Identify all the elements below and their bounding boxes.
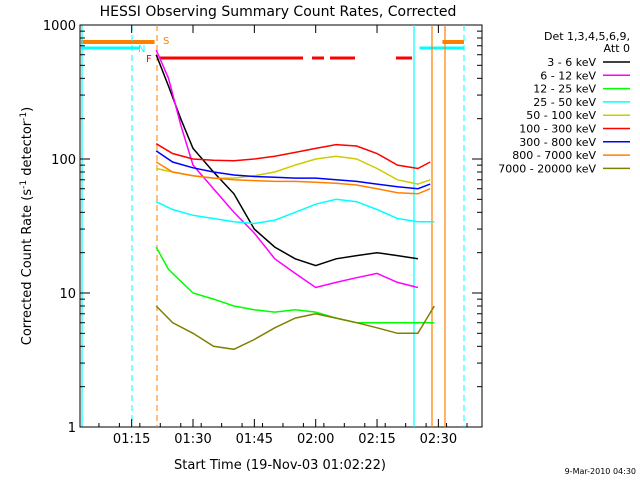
y-axis-label: Corrected Count Rate (s-1 detector-1) xyxy=(19,107,35,345)
y-label-mid: detector xyxy=(20,120,35,180)
series-line-8 xyxy=(155,305,435,351)
legend-label-4: 50 - 100 keV xyxy=(526,109,596,122)
legend-label-8: 7000 - 20000 keV xyxy=(498,162,596,175)
x-tick-label: 01:30 xyxy=(174,432,211,447)
legend-header-2: Att 0 xyxy=(604,42,630,55)
series-line-7 xyxy=(155,161,431,195)
y-label-end: ) xyxy=(20,107,35,112)
y-tick-label: 10 xyxy=(59,287,76,302)
flag-label-n: N xyxy=(138,44,145,55)
series-layer xyxy=(155,49,435,351)
x-tick-label: 02:30 xyxy=(420,432,457,447)
x-tick-label: 02:00 xyxy=(297,432,334,447)
series-line-5 xyxy=(155,143,431,170)
legend-label-2: 12 - 25 keV xyxy=(533,83,596,96)
series-line-3 xyxy=(155,198,435,225)
chart-title: HESSI Observing Summary Count Rates, Cor… xyxy=(100,4,457,20)
legend-header-1: Det 1,3,4,5,6,9, xyxy=(544,30,630,43)
y-tick-label: 1000 xyxy=(43,19,76,34)
flag-layer: S NF xyxy=(81,25,465,427)
series-line-2 xyxy=(155,246,435,324)
x-axis-label: Start Time (19-Nov-03 01:02:22) xyxy=(174,458,386,473)
y-tick-label: 100 xyxy=(51,153,76,168)
legend-label-6: 300 - 800 keV xyxy=(519,136,596,149)
legend-label-1: 6 - 12 keV xyxy=(540,69,596,82)
y-label-exp1: -1 xyxy=(19,180,29,189)
series-line-0 xyxy=(155,54,419,267)
legend-label-5: 100 - 300 keV xyxy=(519,123,596,136)
legend-label-0: 3 - 6 keV xyxy=(547,56,596,69)
x-tick-label: 02:15 xyxy=(358,432,395,447)
series-line-6 xyxy=(155,150,431,190)
flag-label-f: F xyxy=(146,54,152,65)
y-label-main: Corrected Count Rate (s xyxy=(20,189,35,346)
timestamp: 9-Mar-2010 04:30 xyxy=(565,467,636,476)
legend-label-3: 25 - 50 keV xyxy=(533,96,596,109)
legend-label-7: 800 - 7000 keV xyxy=(512,149,596,162)
y-tick-label: 1 xyxy=(68,421,76,436)
plot-frame xyxy=(79,24,483,428)
x-tick-label: 01:15 xyxy=(113,432,150,447)
y-label-exp2: -1 xyxy=(19,112,29,121)
series-line-1 xyxy=(155,49,419,289)
tick-layer: 01:15 01:30 01:45 02:00 02:15 02:30 1 10 100 1000 xyxy=(43,19,482,447)
flag-label-s: S xyxy=(163,36,169,47)
x-tick-label: 01:45 xyxy=(236,432,273,447)
